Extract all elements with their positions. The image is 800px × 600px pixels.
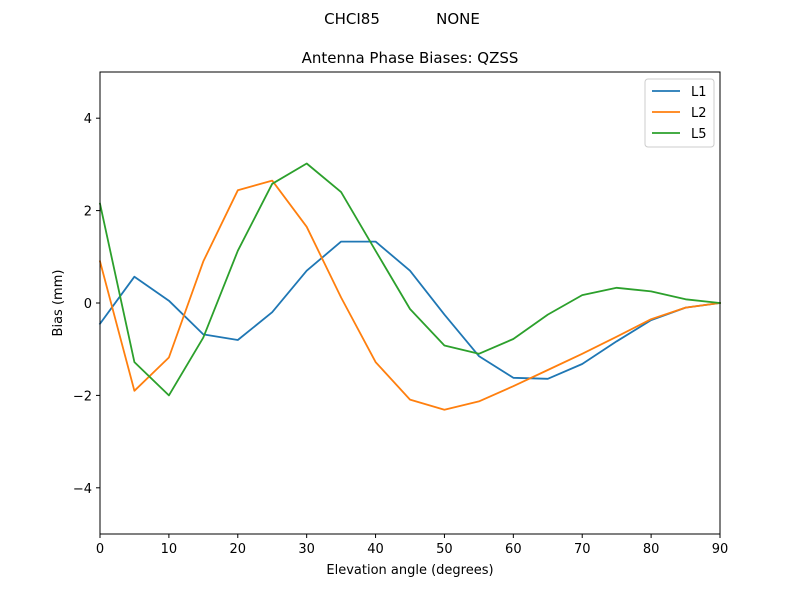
x-tick-label: 10	[161, 542, 178, 557]
series-layer	[98, 162, 722, 411]
x-tick-label: 40	[367, 542, 384, 557]
x-tick-label: 30	[298, 542, 315, 557]
legend: L1 L2 L5	[644, 78, 715, 148]
legend-label-l5: L5	[691, 127, 707, 142]
x-tick-label: 80	[643, 542, 660, 557]
y-tick-label: 0	[84, 297, 92, 312]
chart-title: Antenna Phase Biases: QZSS	[302, 49, 519, 67]
y-tick-label: −4	[73, 482, 92, 497]
x-tick-label: 50	[436, 542, 453, 557]
plot-frame	[99, 71, 721, 535]
series-line-l1	[98, 240, 722, 380]
legend-label-l1: L1	[691, 85, 707, 100]
legend-box	[644, 78, 715, 148]
x-tick-label: 20	[230, 542, 247, 557]
y-axis-label: Bias (mm)	[51, 270, 66, 337]
x-tick-label: 90	[712, 542, 729, 557]
series-line-l2	[98, 179, 722, 411]
series-line-l5	[98, 162, 721, 397]
x-tick-label: 0	[96, 542, 104, 557]
suptitle-station: CHCI85	[324, 10, 380, 28]
y-tick-label: −2	[73, 389, 92, 404]
legend-label-l2: L2	[691, 106, 707, 121]
x-tick-label: 60	[505, 542, 522, 557]
x-axis-label: Elevation angle (degrees)	[326, 563, 493, 578]
suptitle-radome: NONE	[436, 10, 480, 28]
y-tick-label: 2	[84, 205, 92, 220]
x-tick-label: 70	[574, 542, 591, 557]
ticks-layer: 0 10 20 30 40 50 60 70 80 90 −4 −2 0 2 4	[73, 112, 728, 557]
y-tick-label: 4	[84, 112, 92, 127]
